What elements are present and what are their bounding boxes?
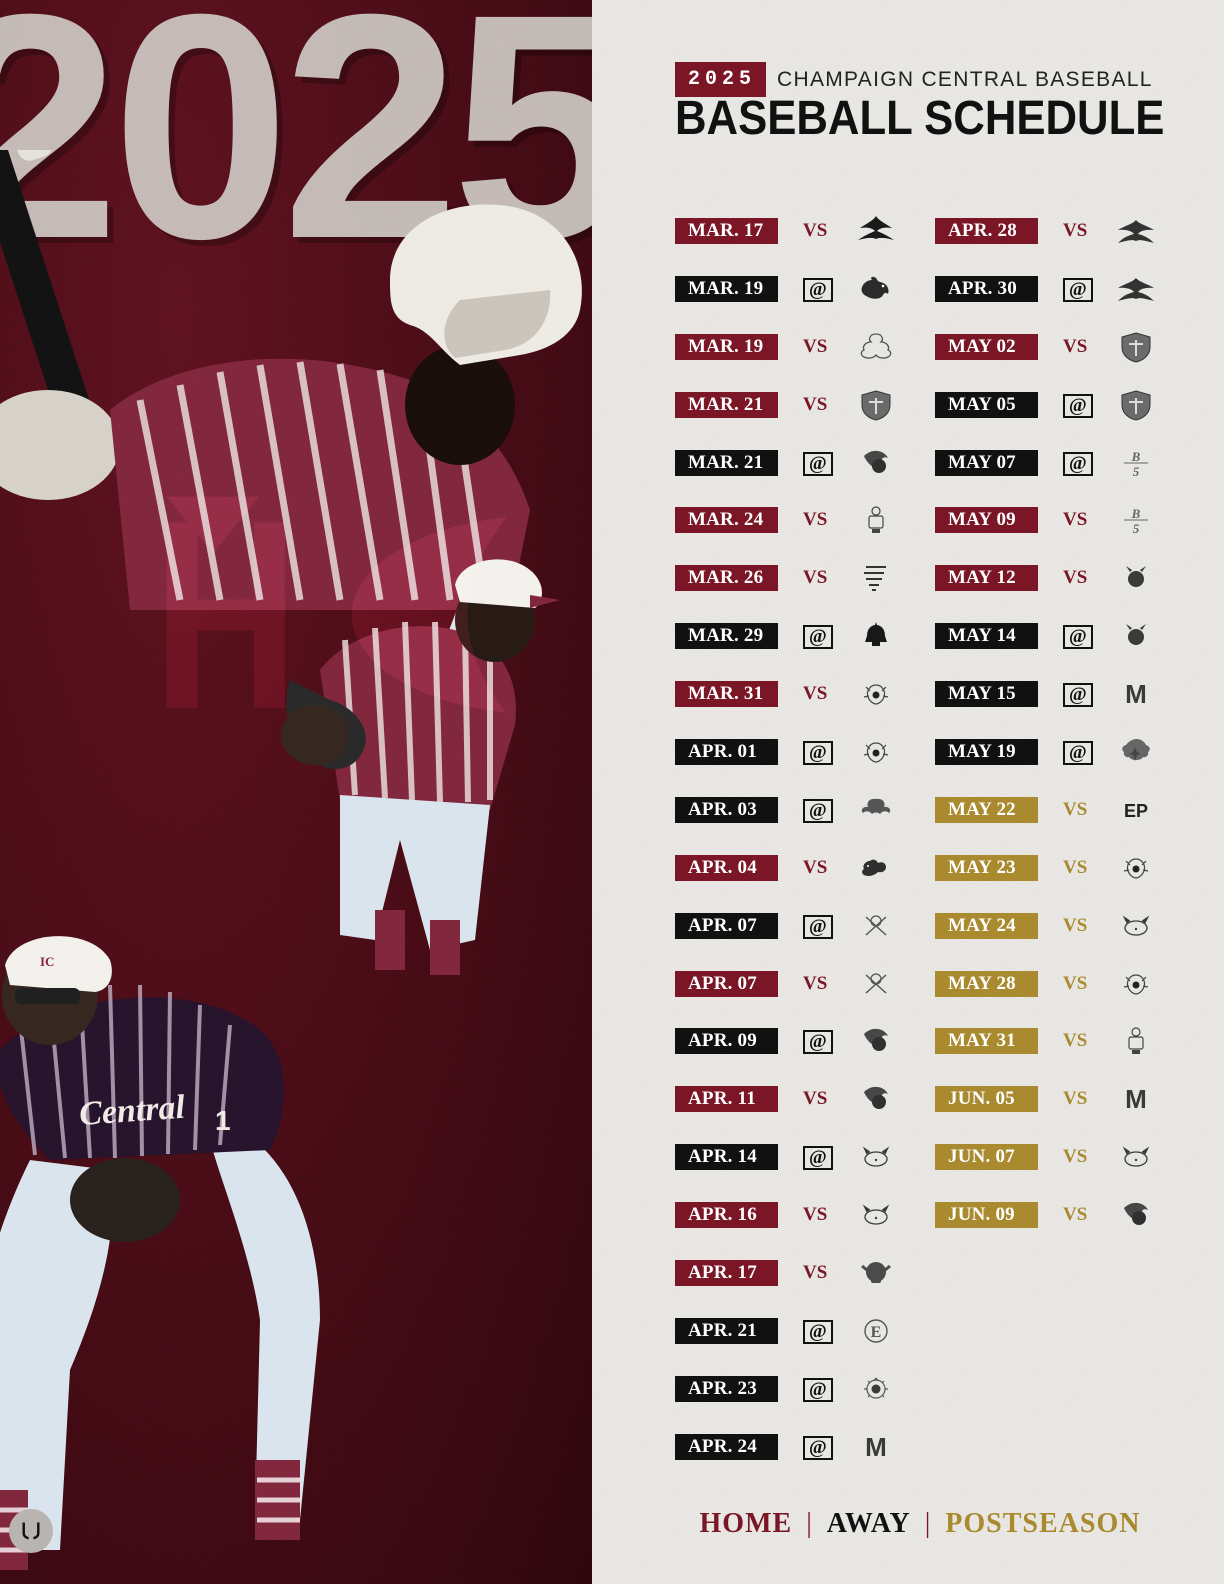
- svg-text:E: E: [871, 1324, 882, 1341]
- svg-text:1: 1: [215, 1105, 231, 1136]
- svg-text:EP: EP: [1124, 801, 1148, 821]
- svg-text:M: M: [865, 1432, 887, 1462]
- svg-text:IC: IC: [40, 954, 54, 969]
- svg-text:M: M: [1125, 1084, 1147, 1114]
- svg-text:Central: Central: [78, 1089, 187, 1133]
- svg-text:B: B: [1131, 506, 1141, 521]
- svg-text:5: 5: [1133, 464, 1140, 479]
- svg-text:M: M: [1125, 679, 1147, 709]
- svg-text:5: 5: [1133, 521, 1140, 536]
- svg-text:B: B: [1131, 449, 1141, 464]
